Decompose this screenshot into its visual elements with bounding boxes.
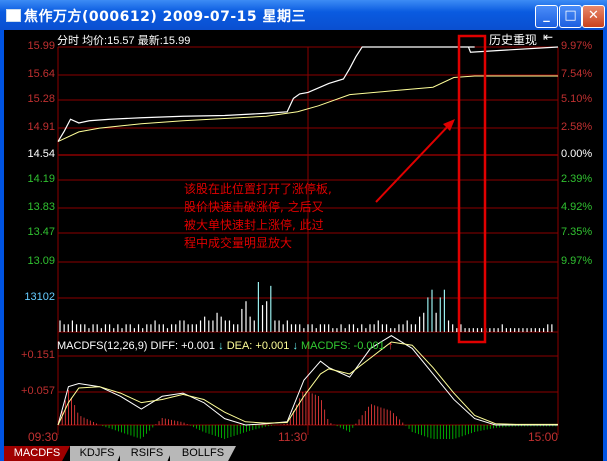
annotation-line: 该股在此位置打开了涨停板, [184, 182, 332, 196]
diff-value: DIFF: +0.001 [150, 340, 216, 352]
macd-tick-label: +0.057 [21, 385, 55, 397]
down-arrow-icon: ↓ [218, 340, 224, 352]
avg-value: 15.57 [107, 35, 135, 47]
last-label: 最新: [137, 35, 163, 47]
macd-tick-label: +0.151 [21, 349, 55, 361]
volume-max-label: 13102 [24, 291, 55, 303]
price-tick-label: 13.83 [27, 201, 55, 213]
macd-title: MACDFS(12,26,9) [57, 340, 148, 352]
percent-tick-label: 2.39% [561, 173, 593, 185]
annotation-line: 程中成交量明显放大 [184, 236, 293, 250]
price-tick-label: 14.91 [27, 121, 55, 133]
price-tick-label: 15.64 [27, 68, 55, 80]
percent-tick-label: 7.54% [561, 68, 593, 80]
percent-tick-label: 9.97% [561, 40, 593, 52]
tab-kdjfs[interactable]: KDJFS [70, 446, 124, 461]
minimize-button[interactable]: _ [535, 5, 558, 28]
price-tick-label: 15.99 [27, 40, 55, 52]
percent-tick-label: 2.58% [561, 121, 593, 133]
close-button[interactable]: ✕ [582, 5, 605, 28]
avg-label: 均价: [82, 35, 108, 47]
dea-value: DEA: +0.001 [226, 340, 290, 352]
annotation-arrow [375, 122, 452, 203]
tab-bollfs[interactable]: BOLLFS [170, 446, 236, 461]
window-title: 焦作万方(000612) 2009-07-15 星期三 [24, 9, 307, 25]
annotation-line: 被大单快速封上涨停, 此过 [184, 218, 324, 232]
macd-legend: MACDFS(12,26,9) DIFF: +0.001 ↓ DEA: +0.0… [57, 340, 393, 352]
time-tick-label: 11:30 [278, 430, 308, 444]
percent-tick-label: 7.35% [561, 226, 593, 238]
maximize-button[interactable]: □ [559, 5, 582, 28]
average-price-line [57, 75, 558, 143]
price-tick-label: 13.09 [27, 255, 55, 267]
highlight-box [457, 34, 487, 344]
header-info: 分时 均价:15.57 最新:15.99 [57, 32, 190, 48]
chart-area: 分时 均价:15.57 最新:15.99 历史重现 ⇤ 15.99 9.97% 15… [4, 30, 603, 461]
percent-tick-label: 5.10% [561, 93, 593, 105]
tab-macdfs[interactable]: MACDFS [4, 446, 70, 461]
time-tick-label: 15:00 [528, 430, 559, 444]
percent-tick-label: 9.97% [561, 255, 593, 267]
percent-tick-label: 4.92% [561, 201, 593, 213]
up-arrow-icon: ↑ [387, 340, 394, 352]
price-tick-label: 14.19 [27, 173, 55, 185]
price-tick-label: 14.54 [27, 148, 55, 160]
price-line [57, 46, 559, 142]
macd-value: MACDFS: -0.001 [301, 340, 385, 352]
percent-tick-label: 0.00% [561, 148, 593, 160]
diff-line [57, 335, 558, 426]
title-bar[interactable]: 焦作万方(000612) 2009-07-15 星期三 _ □ ✕ [0, 0, 607, 30]
last-value: 15.99 [162, 35, 191, 47]
time-tick-label: 09:30 [28, 430, 59, 444]
down-arrow-icon: ↓ [292, 340, 298, 352]
arrow-head-icon [443, 119, 455, 131]
mode-label: 分时 [57, 35, 79, 47]
annotation-line: 股价快速击破涨停, 之后又 [184, 200, 324, 214]
window-icon [6, 9, 21, 22]
intraday-chart [57, 34, 559, 440]
price-tick-label: 15.28 [27, 93, 55, 105]
back-arrow-icon[interactable]: ⇤ [543, 30, 554, 44]
annotation-text: 该股在此位置打开了涨停板, 股价快速击破涨停, 之后又 被大单快速封上涨停, 此… [184, 180, 332, 252]
price-tick-label: 13.47 [27, 226, 55, 238]
tab-rsifs[interactable]: RSIFS [120, 446, 174, 461]
dea-line [57, 341, 558, 426]
history-replay-button[interactable]: 历史重现 [489, 33, 538, 47]
